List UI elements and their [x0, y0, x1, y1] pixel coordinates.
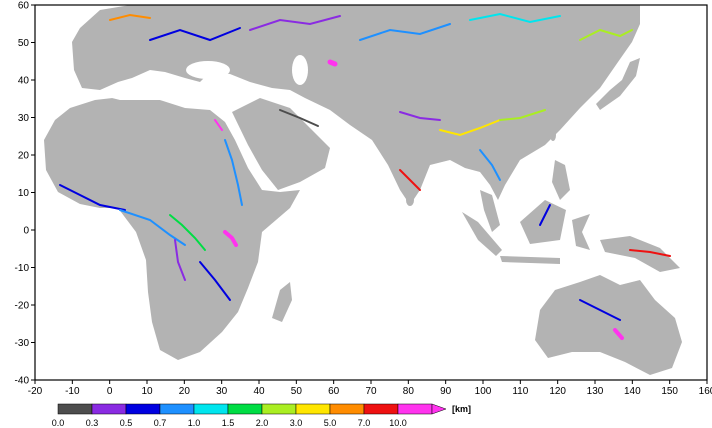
arabia-landmass [232, 98, 330, 190]
river-network [59, 12, 671, 340]
black-sea [186, 61, 230, 79]
mediterranean-sea [100, 84, 232, 108]
colorbar-swatch [91, 403, 127, 415]
x-tick-label: -10 [65, 386, 80, 397]
borneo-landmass [520, 200, 566, 244]
colorbar-swatch [125, 403, 161, 415]
y-tick-label: -10 [15, 263, 30, 274]
colorbar-swatch [227, 403, 263, 415]
malay-peninsula [480, 190, 500, 232]
y-tick-label: 20 [18, 151, 30, 162]
x-tick-label: 30 [216, 386, 228, 397]
colorbar-label: 5.0 [324, 418, 337, 428]
colorbar-swatch [193, 403, 229, 415]
x-tick-label: 120 [549, 386, 566, 397]
colorbar-label: 0.3 [86, 418, 99, 428]
colorbar-swatch [295, 403, 331, 415]
colorbar-unit: [km] [452, 404, 471, 414]
x-tick-label: 20 [179, 386, 191, 397]
colorbar-label: 1.5 [222, 418, 235, 428]
x-tick-label: 60 [328, 386, 340, 397]
eurasia-landmass [72, 5, 640, 205]
colorbar-label: 0.7 [154, 418, 167, 428]
x-tick-label: 110 [512, 386, 528, 397]
colorbar-swatch [397, 403, 433, 415]
y-tick-label: 40 [18, 76, 30, 87]
britain-landmass [74, 30, 88, 52]
x-tick-label: 0 [107, 386, 113, 397]
x-tick-label: 40 [253, 386, 265, 397]
y-tick-label: 10 [18, 188, 30, 199]
madagascar-landmass [272, 282, 292, 322]
x-tick-label: 130 [587, 386, 604, 397]
japan-landmass [596, 58, 640, 110]
x-tick-label: 10 [141, 386, 153, 397]
taiwan-landmass [550, 129, 556, 141]
x-axis: -20 -10 0 10 20 30 40 50 60 70 80 90 100 110 120 130 140… [28, 380, 712, 397]
y-tick-label: -30 [15, 338, 30, 349]
y-tick-label: 0 [23, 226, 29, 237]
y-tick-label: 30 [18, 113, 30, 124]
x-tick-label: 50 [291, 386, 303, 397]
x-tick-label: 70 [365, 386, 377, 397]
colorbar-swatch [261, 403, 297, 415]
landmass-layer [44, 5, 682, 375]
y-tick-label: 60 [18, 1, 30, 12]
colorbar-label: 0.0 [52, 418, 65, 428]
srilanka-landmass [406, 194, 414, 206]
colorbar-swatch [329, 403, 365, 415]
colorbar-label: 0.5 [120, 418, 133, 428]
sumatra-landmass [462, 212, 502, 256]
colorbar-label: 3.0 [290, 418, 303, 428]
colorbar-label: 10.0 [389, 418, 407, 428]
australia-landmass [535, 275, 682, 375]
colorbar-swatch [159, 403, 195, 415]
x-tick-label: 90 [440, 386, 452, 397]
colorbar-overflow-triangle [431, 403, 447, 415]
colorbar-label: 2.0 [256, 418, 269, 428]
x-tick-label: 140 [624, 386, 641, 397]
x-tick-label: 100 [475, 386, 492, 397]
java-landmass [500, 256, 560, 264]
y-tick-label: -40 [15, 376, 30, 387]
sulawesi-landmass [572, 214, 590, 250]
caspian-sea [292, 55, 308, 85]
africa-landmass [44, 96, 300, 360]
colorbar: 0.0 0.3 0.5 0.7 1.0 1.5 2.0 3.0 5.0 7.0 10.0 [km] [52, 403, 471, 428]
x-tick-label: 150 [661, 386, 678, 397]
x-tick-label: -20 [28, 386, 43, 397]
colorbar-label: 1.0 [188, 418, 201, 428]
colorbar-swatch [57, 403, 93, 415]
philippines-landmass [552, 160, 570, 200]
colorbar-swatch [363, 403, 399, 415]
y-axis: 60 50 40 30 20 10 0 -10 -20 -30 -40 [15, 1, 35, 387]
colorbar-label: 7.0 [358, 418, 371, 428]
x-tick-label: 160 [699, 386, 712, 397]
newguinea-landmass [600, 236, 680, 272]
y-tick-label: -20 [15, 301, 30, 312]
x-tick-label: 80 [403, 386, 415, 397]
y-tick-label: 50 [18, 38, 30, 49]
